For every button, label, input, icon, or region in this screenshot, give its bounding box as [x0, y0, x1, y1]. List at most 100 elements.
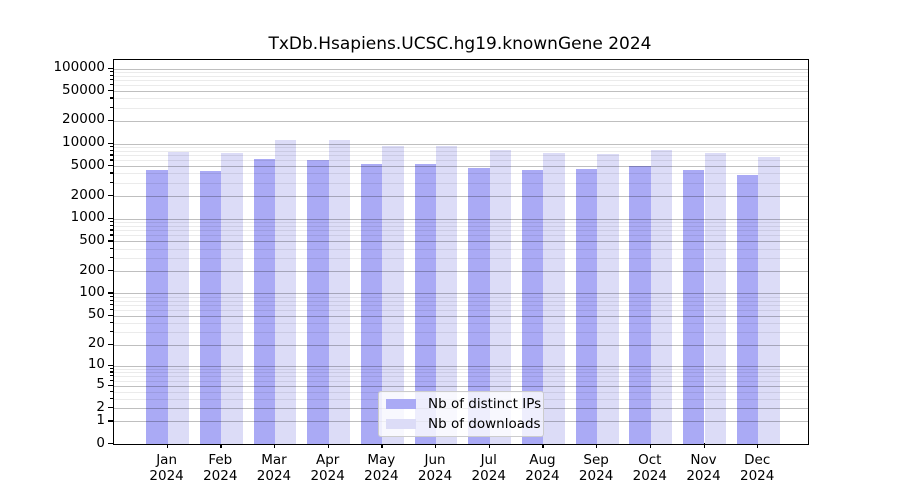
gridline-minor	[114, 98, 808, 100]
bar-distinct-ips-dec	[736, 175, 759, 444]
gridline-minor	[114, 147, 808, 149]
y-minor-tick	[110, 106, 113, 109]
bar-downloads-jan	[167, 151, 189, 444]
y-minor-tick	[110, 221, 113, 223]
x-tick-label: Sep 2024	[566, 452, 626, 484]
x-tick-line: 2024	[525, 468, 560, 484]
x-tick-line: 2024	[578, 468, 614, 484]
bar-distinct-ips-sep	[575, 168, 598, 444]
gridline-major	[114, 196, 808, 198]
x-tick-label: Nov 2024	[674, 452, 734, 484]
y-minor-tick	[110, 256, 113, 259]
x-tick-line: 2024	[417, 468, 453, 484]
y-tick-label: 50000	[62, 81, 105, 98]
x-tick	[596, 443, 598, 448]
x-tick	[488, 443, 491, 448]
x-tick	[703, 443, 705, 448]
gridline-major	[114, 143, 808, 145]
y-minor-tick	[110, 308, 113, 311]
gridline-major	[114, 315, 808, 317]
gridline-minor	[114, 107, 808, 109]
y-major-tick	[108, 90, 113, 92]
y-minor-tick	[110, 371, 113, 373]
y-major-tick	[108, 165, 113, 167]
y-major-tick	[108, 195, 113, 197]
bar-downloads-apr	[328, 140, 351, 444]
x-tick-line: Jun	[424, 452, 446, 468]
x-tick	[757, 443, 759, 448]
gridline-major	[114, 218, 808, 220]
y-minor-tick	[110, 149, 113, 152]
y-minor-tick	[110, 172, 113, 174]
gridline-major	[114, 91, 808, 93]
bar-distinct-ips-oct	[629, 166, 651, 444]
gridline-minor	[114, 248, 808, 250]
x-tick-label: Jan 2024	[137, 452, 197, 484]
x-tick-line: 2024	[203, 468, 238, 484]
x-tick	[381, 443, 383, 448]
x-tick-label: Feb 2024	[190, 452, 250, 484]
bar-distinct-ips-jul	[468, 168, 490, 444]
x-tick-line: 2024	[632, 468, 667, 484]
bar-downloads-may	[382, 146, 404, 444]
gridline-minor	[114, 376, 808, 378]
gridline-minor	[114, 235, 808, 237]
x-tick-line: 2024	[740, 468, 775, 484]
y-major-tick	[108, 420, 113, 422]
x-tick-line: Dec	[744, 452, 771, 468]
bar-downloads-jun	[436, 146, 458, 444]
legend-item-distinct-ips: Nb of distinct IPs	[386, 396, 543, 412]
y-major-tick	[108, 343, 113, 345]
bar-distinct-ips-mar	[253, 158, 275, 444]
gridline-major	[114, 385, 808, 387]
gridline-major	[114, 271, 808, 273]
bar-distinct-ips-nov	[683, 169, 705, 444]
bar-distinct-ips-may	[360, 163, 383, 444]
x-tick-line: 2024	[471, 468, 506, 484]
gridline-minor	[114, 225, 808, 227]
y-minor-tick	[110, 229, 113, 231]
gridline-minor	[114, 160, 808, 162]
gridline-major	[114, 344, 808, 346]
y-tick-label: 1000	[70, 209, 105, 226]
y-tick-label: 500	[79, 231, 105, 248]
legend-swatch-distinct-ips	[386, 399, 416, 409]
y-minor-tick	[110, 367, 113, 370]
y-minor-tick	[110, 295, 113, 298]
gridline-minor	[114, 309, 808, 311]
x-tick-label: Apr 2024	[298, 452, 358, 484]
y-minor-tick	[110, 79, 113, 81]
gridline-minor	[114, 304, 808, 306]
y-tick-label: 1	[96, 411, 105, 428]
y-tick-label: 2	[96, 398, 105, 415]
legend-label-distinct-ips: Nb of distinct IPs	[428, 396, 542, 412]
y-minor-tick	[110, 247, 113, 249]
legend-label-downloads: Nb of downloads	[428, 416, 541, 432]
gridline-major	[114, 293, 808, 295]
gridline-major	[114, 68, 808, 70]
gridline-minor	[114, 296, 808, 298]
legend-swatch-downloads	[386, 419, 416, 429]
y-major-tick	[108, 142, 113, 144]
y-minor-tick	[110, 74, 113, 77]
gridline-minor	[114, 372, 808, 374]
x-tick-line: Jul	[480, 452, 497, 468]
y-minor-tick	[110, 181, 113, 184]
gridline-minor	[114, 71, 808, 73]
bar-distinct-ips-apr	[307, 160, 329, 444]
gridline-minor	[114, 85, 808, 87]
y-minor-tick	[110, 299, 113, 301]
x-tick-line: Mar	[261, 452, 287, 468]
x-tick-label: Aug 2024	[512, 452, 572, 484]
y-minor-tick	[110, 224, 113, 227]
y-major-tick	[108, 240, 113, 242]
gridline-minor	[114, 331, 808, 333]
bar-downloads-mar	[274, 139, 297, 444]
x-tick-line: 2024	[310, 468, 345, 484]
y-major-tick	[108, 270, 113, 272]
x-tick	[649, 443, 652, 448]
x-tick-line: Jan	[156, 452, 177, 468]
y-minor-tick	[110, 321, 113, 324]
y-major-tick	[108, 407, 113, 409]
bar-downloads-oct	[650, 150, 673, 444]
